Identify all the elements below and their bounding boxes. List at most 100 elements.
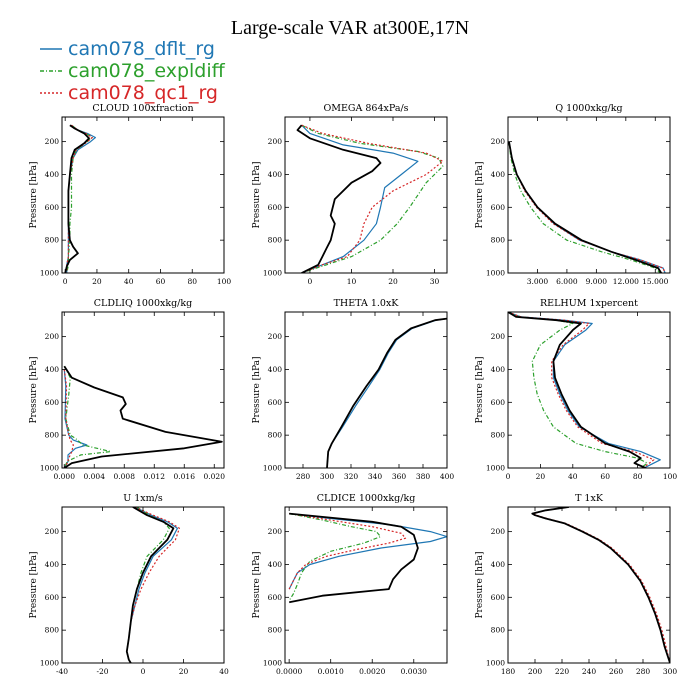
series-line-qc1 xyxy=(288,513,407,590)
x-tick-label: 0.012 xyxy=(144,472,166,481)
y-axis-label: Pressure [hPa] xyxy=(29,161,39,228)
legend-label: cam078_qc1_rg xyxy=(68,82,218,104)
y-tick-label: 800 xyxy=(491,626,506,635)
plot-frame xyxy=(284,506,448,664)
x-tick-label: 0 xyxy=(63,277,68,286)
y-tick-label: 200 xyxy=(45,332,60,341)
x-tick-label: 0.016 xyxy=(174,472,196,481)
x-tick-label: 180 xyxy=(501,667,516,676)
plot-frame xyxy=(507,506,671,664)
x-tick-label: -40 xyxy=(56,667,68,676)
x-tick-label: 0.0030 xyxy=(401,667,427,676)
y-tick-label: 400 xyxy=(491,560,506,569)
y-tick-label: 200 xyxy=(268,137,283,146)
y-tick-label: 1000 xyxy=(263,464,282,473)
y-axis-label: Pressure [hPa] xyxy=(252,161,262,228)
x-tick-label: 320 xyxy=(344,472,359,481)
panel-5: THETA 1.0xK 200 400 600 800 1000 280 300 320 340 3… xyxy=(252,298,454,481)
y-tick-label: 1000 xyxy=(263,269,282,278)
y-tick-label: 600 xyxy=(268,398,283,407)
plot-frame xyxy=(284,116,448,274)
x-tick-label: 360 xyxy=(392,472,407,481)
series-line-expldiff xyxy=(508,141,661,273)
y-tick-label: 400 xyxy=(45,365,60,374)
x-tick-label: 60 xyxy=(156,277,166,286)
x-tick-label: 0.0000 xyxy=(276,667,302,676)
series-group xyxy=(508,141,666,273)
series-group xyxy=(64,124,96,273)
x-tick-label: 260 xyxy=(609,667,624,676)
y-tick-label: 800 xyxy=(268,626,283,635)
series-group xyxy=(508,312,661,468)
y-tick-label: 200 xyxy=(491,137,506,146)
y-tick-label: 600 xyxy=(268,593,283,602)
y-tick-label: 1000 xyxy=(40,659,59,668)
x-tick-label: 20 xyxy=(179,667,189,676)
y-tick-label: 800 xyxy=(268,431,283,440)
x-tick-label: 340 xyxy=(368,472,383,481)
x-tick-label: 0 xyxy=(308,277,313,286)
panel-7: U 1xm/s 200 400 600 800 1000-40 -20 0 20 40 Pressu… xyxy=(29,493,229,676)
x-tick-label: 300 xyxy=(320,472,335,481)
plot-frame xyxy=(507,311,671,469)
series-group xyxy=(531,507,670,663)
y-tick-label: 1000 xyxy=(40,269,59,278)
legend-label: cam078_dflt_rg xyxy=(68,38,215,60)
x-tick-label: 280 xyxy=(296,472,311,481)
x-tick-label: 40 xyxy=(124,277,134,286)
x-tick-label: 40 xyxy=(219,667,229,676)
x-tick-label: 0 xyxy=(141,667,146,676)
series-line-reference xyxy=(289,512,419,604)
x-tick-label: 200 xyxy=(528,667,543,676)
series-line-dflt xyxy=(508,141,666,273)
x-tick-label: 12.000 xyxy=(613,277,639,286)
y-tick-label: 200 xyxy=(268,332,283,341)
x-tick-label: 20 xyxy=(92,277,102,286)
y-tick-label: 600 xyxy=(45,398,60,407)
panel-title: CLDICE 1000xkg/kg xyxy=(317,493,416,504)
y-axis-label: Pressure [hPa] xyxy=(252,551,262,618)
series-line-expldiff xyxy=(531,507,670,663)
series-line-expldiff xyxy=(301,124,444,273)
y-tick-label: 400 xyxy=(268,365,283,374)
x-tick-label: 6.000 xyxy=(556,277,578,286)
y-tick-label: 600 xyxy=(45,593,60,602)
y-tick-label: 600 xyxy=(45,203,60,212)
x-tick-label: 20 xyxy=(388,277,398,286)
x-tick-label: 20 xyxy=(536,472,546,481)
series-line-expldiff xyxy=(126,507,170,663)
series-line-reference xyxy=(64,124,90,273)
y-tick-label: 200 xyxy=(491,332,506,341)
x-tick-label: 400 xyxy=(440,472,455,481)
x-tick-label: 60 xyxy=(600,472,610,481)
y-tick-label: 200 xyxy=(45,527,60,536)
x-tick-label: 80 xyxy=(633,472,643,481)
x-tick-label: 0.020 xyxy=(204,472,226,481)
series-group xyxy=(63,365,223,468)
series-line-reference xyxy=(125,507,175,663)
panel-title: U 1xm/s xyxy=(123,493,163,504)
series-line-dflt xyxy=(301,124,419,273)
y-tick-label: 800 xyxy=(491,431,506,440)
series-group xyxy=(288,512,447,604)
series-line-reference xyxy=(531,507,670,663)
y-axis-label: Pressure [hPa] xyxy=(252,356,262,423)
series-group xyxy=(326,317,447,468)
series-line-reference xyxy=(326,317,447,468)
x-tick-label: 220 xyxy=(555,667,570,676)
y-tick-label: 800 xyxy=(491,236,506,245)
y-axis-label: Pressure [hPa] xyxy=(29,551,39,618)
y-axis-label: Pressure [hPa] xyxy=(475,356,485,423)
plot-frame xyxy=(284,311,448,469)
series-line-dflt xyxy=(63,369,88,468)
panel-3: Q 1000xkg/kg 200 400 600 800 1000 3.000 6.000 9.… xyxy=(475,103,671,286)
x-tick-label: 0 xyxy=(506,472,511,481)
figure-title: Large-scale VAR at300E,17N xyxy=(231,17,469,39)
y-axis-label: Pressure [hPa] xyxy=(29,356,39,423)
series-line-reference xyxy=(63,365,223,468)
x-tick-label: 100 xyxy=(217,277,232,286)
